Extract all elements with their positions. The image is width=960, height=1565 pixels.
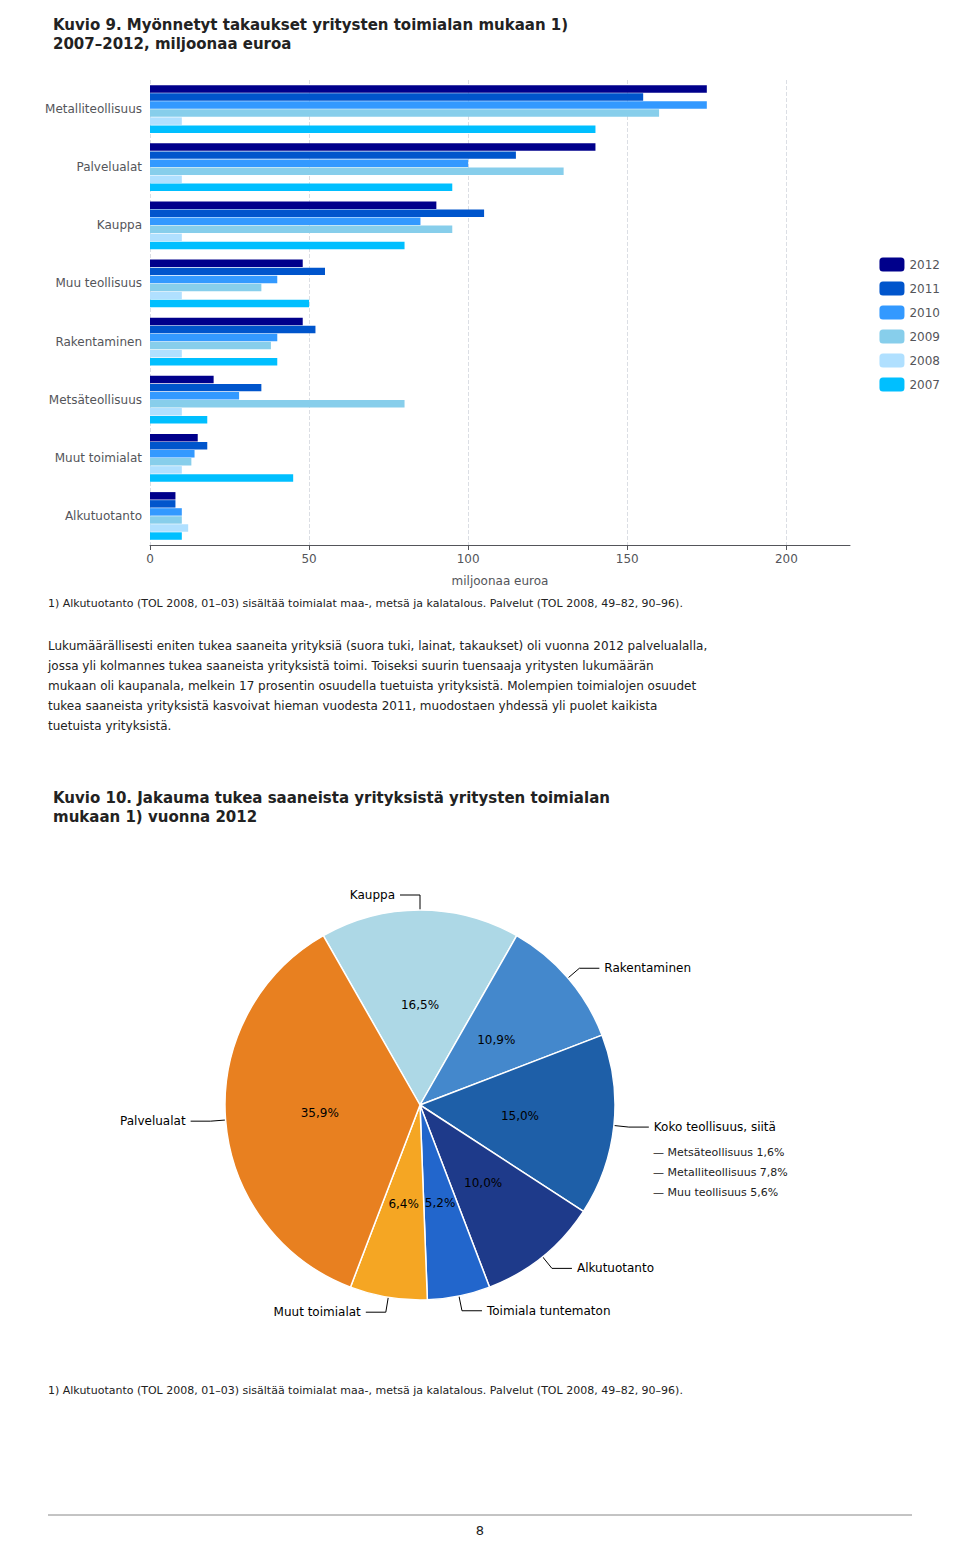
svg-text:Palvelualat: Palvelualat (120, 1114, 186, 1128)
svg-text:Muut toimialat: Muut toimialat (274, 1305, 362, 1319)
svg-text:Muu teollisuus: Muu teollisuus (55, 276, 142, 290)
svg-text:2009: 2009 (909, 330, 940, 344)
svg-text:mukaan oli kaupanala, melkein: mukaan oli kaupanala, melkein 17 prosent… (48, 679, 696, 693)
svg-text:Kuvio 9. Myönnetyt takaukset y: Kuvio 9. Myönnetyt takaukset yritysten t… (53, 16, 568, 34)
svg-text:Alkutuotanto: Alkutuotanto (577, 1261, 654, 1275)
svg-text:Lukumäärällisesti eniten tukea: Lukumäärällisesti eniten tukea saaneita … (48, 639, 707, 653)
svg-text:10,9%: 10,9% (477, 1033, 515, 1047)
svg-text:100: 100 (457, 552, 480, 566)
svg-text:Kauppa: Kauppa (350, 888, 395, 902)
svg-text:mukaan 1) vuonna 2012: mukaan 1) vuonna 2012 (53, 808, 257, 826)
svg-text:miljoonaa euroa: miljoonaa euroa (452, 574, 549, 588)
svg-text:Metsäteollisuus: Metsäteollisuus (49, 393, 142, 407)
svg-text:8: 8 (476, 1523, 484, 1538)
svg-text:2008: 2008 (909, 354, 940, 368)
svg-text:50: 50 (301, 552, 316, 566)
svg-text:2007–2012, miljoonaa euroa: 2007–2012, miljoonaa euroa (53, 35, 291, 53)
svg-text:6,4%: 6,4% (388, 1197, 419, 1211)
svg-text:150: 150 (616, 552, 639, 566)
svg-text:Rakentaminen: Rakentaminen (55, 335, 142, 349)
svg-text:— Metsäteollisuus 1,6%: — Metsäteollisuus 1,6% (653, 1146, 784, 1159)
svg-text:tuetuista yrityksistä.: tuetuista yrityksistä. (48, 719, 171, 733)
svg-text:Rakentaminen: Rakentaminen (604, 961, 691, 975)
svg-text:Metalliteollisuus: Metalliteollisuus (45, 102, 142, 116)
svg-text:1) Alkutuotanto (TOL 2008, 01–: 1) Alkutuotanto (TOL 2008, 01–03) sisält… (48, 597, 683, 610)
svg-text:Kauppa: Kauppa (97, 218, 142, 232)
svg-text:10,0%: 10,0% (464, 1176, 502, 1190)
svg-text:2012: 2012 (909, 258, 940, 272)
svg-text:2010: 2010 (909, 306, 940, 320)
svg-text:Alkutuotanto: Alkutuotanto (65, 509, 142, 523)
svg-text:Kuvio 10. Jakauma tukea saanei: Kuvio 10. Jakauma tukea saaneista yrityk… (53, 789, 610, 807)
svg-text:tukea saaneista yrityksistä ka: tukea saaneista yrityksistä kasvoivat hi… (48, 699, 657, 713)
svg-text:Palvelualat: Palvelualat (76, 160, 142, 174)
svg-text:1) Alkutuotanto (TOL 2008, 01–: 1) Alkutuotanto (TOL 2008, 01–03) sisält… (48, 1384, 683, 1397)
svg-text:— Metalliteollisuus 7,8%: — Metalliteollisuus 7,8% (653, 1166, 788, 1179)
svg-text:2007: 2007 (909, 378, 940, 392)
svg-text:35,9%: 35,9% (301, 1106, 339, 1120)
svg-text:15,0%: 15,0% (501, 1109, 539, 1123)
svg-text:— Muu teollisuus 5,6%: — Muu teollisuus 5,6% (653, 1186, 778, 1199)
svg-text:Toimiala tuntematon: Toimiala tuntematon (486, 1304, 611, 1318)
svg-text:2011: 2011 (909, 282, 940, 296)
svg-text:Koko teollisuus, siitä: Koko teollisuus, siitä (654, 1120, 776, 1134)
svg-text:0: 0 (146, 552, 154, 566)
svg-text:Muut toimialat: Muut toimialat (55, 451, 143, 465)
svg-text:200: 200 (775, 552, 798, 566)
svg-text:jossa yli kolmannes tukea saan: jossa yli kolmannes tukea saaneista yrit… (47, 659, 654, 673)
svg-text:16,5%: 16,5% (401, 998, 439, 1012)
svg-text:5,2%: 5,2% (425, 1196, 456, 1210)
